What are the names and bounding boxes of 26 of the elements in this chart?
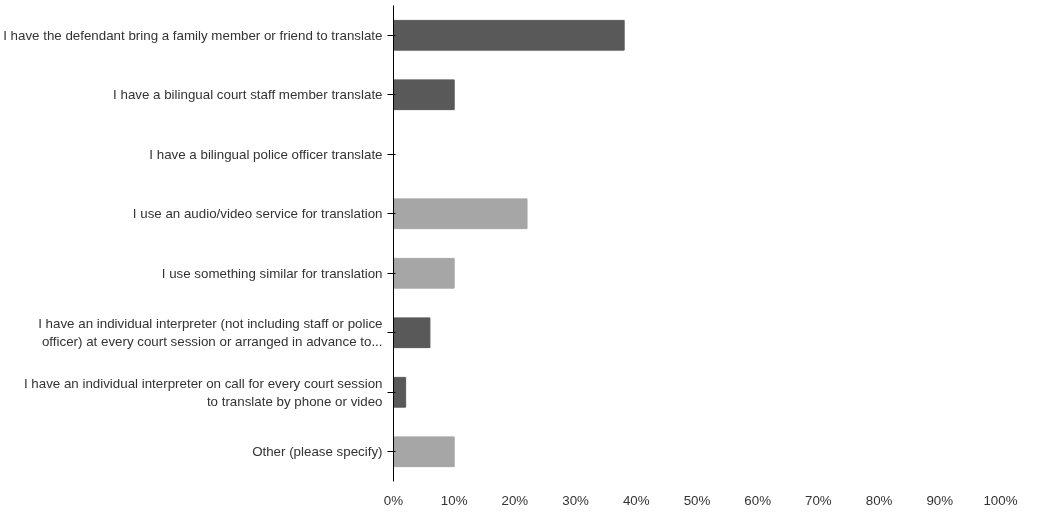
bar (393, 376, 407, 408)
x-tick-label: 20% (501, 492, 529, 508)
y-tick-label: I have an individual interpreter on call for every court session to translate by phone or video (23, 375, 383, 409)
y-tick-label: I use something similar for translation (161, 265, 383, 281)
y-tick-label: I have an individual interpreter (not including staff or police officer) at every court session or arranged in advance to... (38, 316, 383, 350)
bar (393, 198, 528, 230)
x-tick-label: 90% (926, 492, 954, 508)
bar (393, 317, 431, 349)
x-tick-label: 50% (683, 492, 711, 508)
x-tick-label: 70% (805, 492, 832, 508)
y-tick-label: I have the defendant bring a family member or friend to translate (3, 27, 383, 43)
bar (393, 79, 455, 111)
y-tick-label: I have a bilingual court staff member translate (113, 87, 383, 103)
bar (393, 436, 455, 468)
y-tick-label: I use an audio/video service for translation (132, 206, 383, 222)
x-tick-label: 10% (440, 492, 468, 508)
bar (393, 257, 455, 289)
x-tick-label: 60% (744, 492, 772, 508)
x-tick-label: 0% (383, 492, 404, 508)
y-tick-label: I have a bilingual police officer translate (149, 146, 383, 162)
y-tick-label: Other (please specify) (252, 444, 383, 460)
bar (393, 19, 625, 51)
x-tick-label: 30% (562, 492, 590, 508)
x-tick-label: 40% (622, 492, 650, 508)
x-tick-label: 80% (865, 492, 893, 508)
x-tick-label: 100% (983, 492, 1018, 508)
